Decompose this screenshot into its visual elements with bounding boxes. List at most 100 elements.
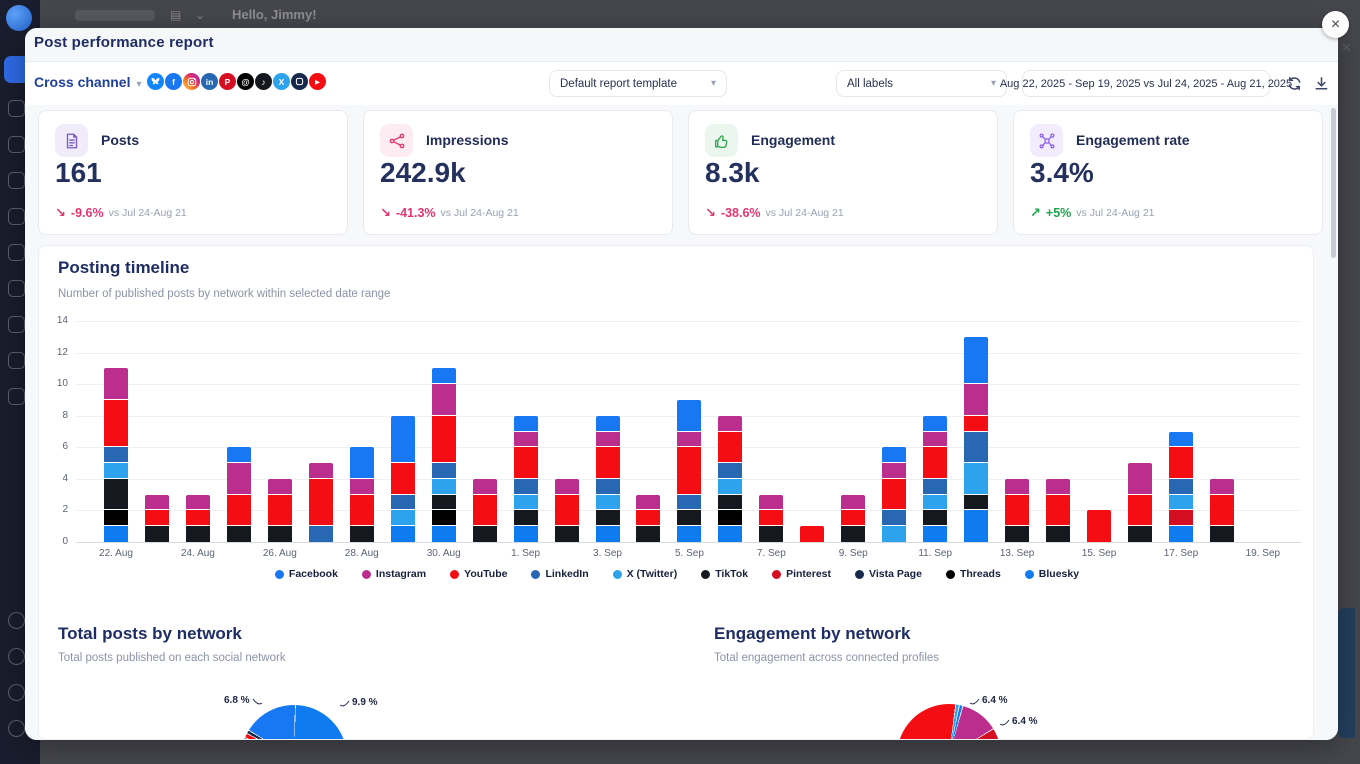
x-axis-tick: 30. Aug [426, 548, 461, 559]
bar-segment-instagram [1128, 463, 1152, 495]
bar-segment-instagram [964, 384, 989, 416]
sidebar-item-publish[interactable] [8, 136, 25, 153]
timeline-bar [185, 494, 210, 542]
pie-percent-label: 9.9 % [339, 697, 378, 709]
download-button[interactable] [1313, 75, 1331, 93]
modal-scrollbar[interactable] [1331, 108, 1336, 258]
bar-segment-youtube [636, 510, 661, 527]
sidebar-item-notifications[interactable] [8, 648, 25, 665]
pinterest-icon[interactable]: P [219, 73, 236, 90]
sidebar-item-engage[interactable] [8, 100, 25, 117]
bar-segment-youtube [431, 415, 456, 464]
kpi-change: ↘ -41.3% vs Jul 24-Aug 21 [380, 205, 519, 221]
kpi-label: Engagement [751, 132, 836, 148]
sidebar-item-listening[interactable] [8, 280, 25, 297]
legend-item-youtube[interactable]: YouTube [450, 568, 507, 580]
app-logo[interactable] [6, 5, 32, 31]
kpi-change-percent: -41.3% [395, 206, 436, 220]
channel-label: Cross channel [34, 74, 131, 90]
bar-segment-tiktok [226, 526, 251, 542]
timeline-bar [923, 415, 948, 542]
sidebar-item-reviews[interactable] [8, 316, 25, 333]
bar-segment-instagram [923, 431, 948, 448]
pie-percent-label: 6.4 % [969, 695, 1008, 707]
x-axis-tick: 9. Sep [838, 548, 868, 559]
bar-segment-pinterest [1168, 510, 1193, 527]
legend-item-instagram[interactable]: Instagram [361, 568, 426, 580]
channel-selector[interactable]: Cross channel ▾ [34, 74, 142, 92]
timeline-bar [308, 463, 333, 542]
bar-segment-linkedin [595, 478, 620, 495]
timeline-bar [431, 368, 456, 542]
bluesky-icon[interactable] [147, 73, 164, 90]
bar-segment-x [513, 494, 538, 511]
bar-segment-tiktok [1005, 526, 1030, 542]
date-range-picker[interactable]: Aug 22, 2025 - Sep 19, 2025 vs Jul 24, 2… [1000, 70, 1292, 97]
sidebar-item-settings[interactable] [8, 720, 25, 737]
legend-item-tiktok[interactable]: TikTok [701, 568, 748, 580]
sidebar-item-integrations[interactable] [8, 612, 25, 629]
sidebar-item-inbox[interactable] [8, 244, 25, 261]
bar-segment-x [718, 478, 743, 495]
threads-icon[interactable]: @ [237, 73, 254, 90]
legend-item-vistapage[interactable]: Vista Page [855, 568, 922, 580]
close-button[interactable]: × [1322, 11, 1349, 38]
facebook-icon[interactable]: f [165, 73, 182, 90]
legend-item-linkedin[interactable]: LinkedIn [531, 568, 589, 580]
refresh-button[interactable] [1286, 75, 1304, 93]
bar-segment-tiktok [554, 526, 579, 542]
legend-label: Bluesky [1038, 568, 1080, 580]
timeline-subtitle: Number of published posts by network wit… [58, 288, 391, 300]
bar-segment-tiktok [1128, 526, 1152, 542]
kpi-comparison-period: vs Jul 24-Aug 21 [440, 207, 519, 219]
bar-segment-youtube [104, 399, 128, 448]
sidebar-item-help[interactable] [8, 684, 25, 701]
sidebar-item-reports[interactable] [8, 388, 25, 405]
timeline-bar [800, 526, 825, 542]
tiktok-icon[interactable]: ♪ [255, 73, 272, 90]
kpi-value: 8.3k [705, 157, 760, 188]
legend-label: TikTok [715, 568, 749, 580]
legend-item-x[interactable]: X (Twitter) [612, 568, 677, 580]
bar-segment-instagram [431, 384, 456, 416]
legend-item-pinterest[interactable]: Pinterest [772, 568, 831, 580]
timeline-bar [554, 478, 579, 542]
floating-side-tab[interactable] [1338, 608, 1355, 738]
background-close-icon: ✕ [1341, 40, 1352, 55]
chevron-down-icon: ▾ [990, 78, 996, 89]
bar-segment-tiktok [1046, 526, 1071, 542]
bar-segment-bluesky [104, 526, 128, 542]
instagram-icon[interactable] [183, 73, 200, 90]
labels-select[interactable]: All labels ▾ [836, 70, 1007, 97]
bar-segment-youtube [1128, 494, 1152, 527]
bar-segment-youtube [185, 510, 210, 527]
background-nav-placeholder [75, 10, 155, 21]
sidebar-item-media[interactable] [8, 208, 25, 225]
bar-segment-linkedin [923, 478, 948, 495]
report-modal: Post performance report Cross channel ▾ f… [25, 28, 1338, 740]
legend-label: LinkedIn [545, 568, 589, 580]
x-axis-line [76, 542, 1301, 543]
trend-down-icon: ↘ [55, 205, 66, 220]
sidebar-item-calendar[interactable] [8, 172, 25, 189]
legend-label: Threads [959, 568, 1001, 580]
youtube-icon[interactable]: ▶ [309, 73, 326, 90]
template-select[interactable]: Default report template ▾ [549, 70, 727, 97]
linkedin-icon[interactable]: in [201, 73, 218, 90]
sidebar-item-analytics[interactable] [8, 352, 25, 369]
legend-dot [945, 569, 955, 579]
x-icon[interactable]: X [273, 73, 290, 90]
bar-segment-youtube [1046, 494, 1071, 527]
x-axis-tick: 22. Aug [99, 548, 133, 559]
legend-item-facebook[interactable]: Facebook [274, 568, 338, 580]
bar-segment-facebook [513, 415, 538, 432]
bar-segment-instagram [677, 431, 702, 448]
gridline [76, 384, 1301, 386]
bar-segment-instagram [472, 478, 497, 495]
vistapage-icon[interactable] [291, 73, 308, 90]
bar-segment-bluesky [923, 526, 948, 542]
timeline-bar [882, 447, 907, 542]
legend-item-bluesky[interactable]: Bluesky [1024, 568, 1080, 580]
y-axis-tick: 2 [62, 504, 68, 516]
legend-item-threads[interactable]: Threads [945, 568, 1001, 580]
